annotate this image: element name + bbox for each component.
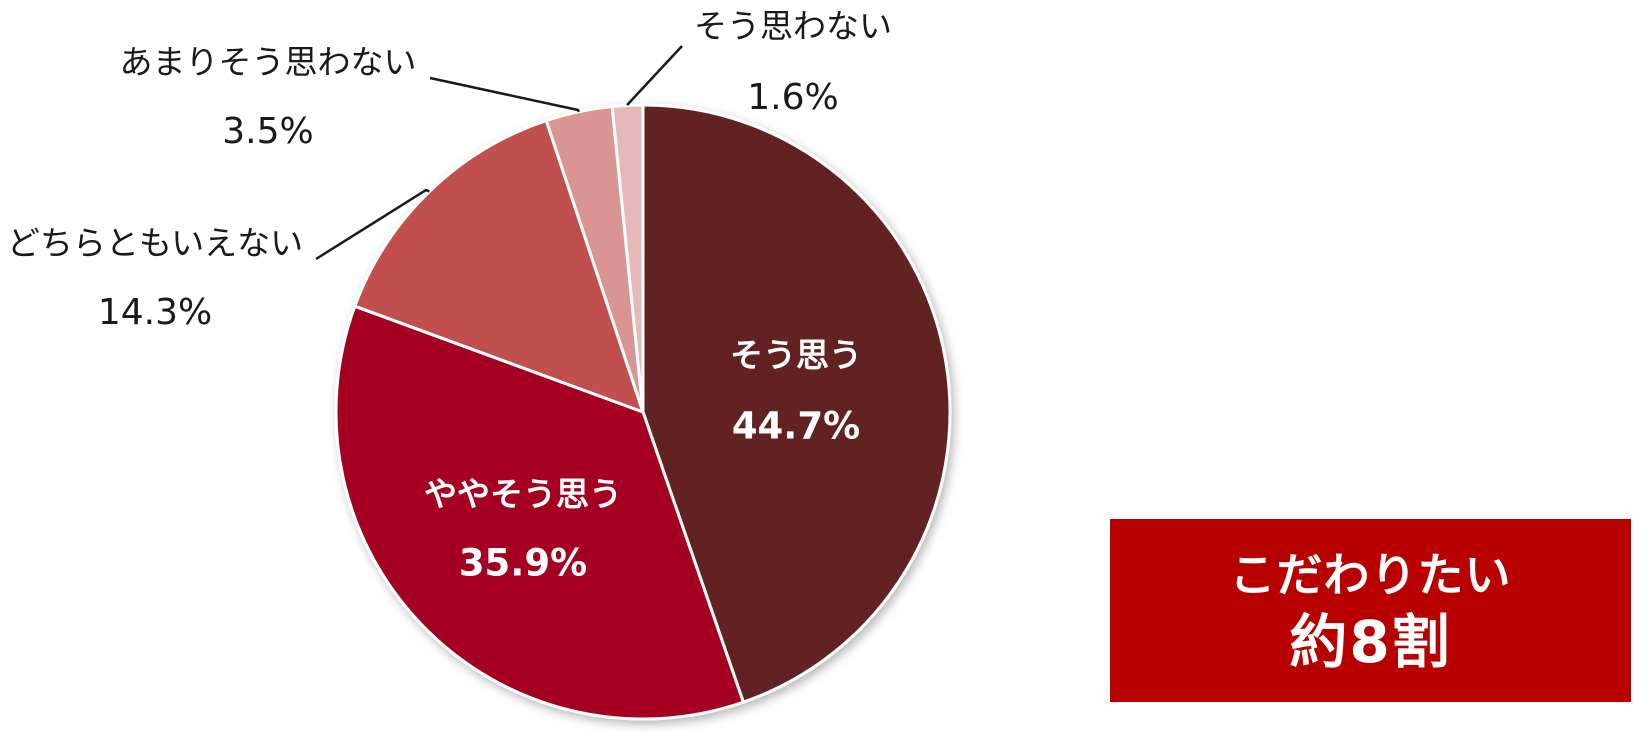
slice-labels: そう思う 44.7% ややそう思う 35.9% どちらともいえない 14.3% あまりそう思… — [7, 7, 892, 585]
slice-4-label: あまりそう思わない — [120, 43, 417, 82]
callout-headline: こだわりたい — [1229, 547, 1512, 602]
slice-3-label: どちらともいえない — [7, 224, 303, 263]
slice-3-wedge — [352, 118, 646, 415]
slice-1-wedge — [641, 103, 952, 705]
leader-lines — [315, 45, 683, 261]
slice-2-value: 35.9% — [459, 542, 587, 585]
slice-5-leader-line — [626, 45, 683, 106]
slice-1-label: そう思う — [730, 336, 862, 375]
slice-2-label: ややそう思う — [424, 475, 622, 514]
slice-5-value: 1.6% — [747, 77, 838, 118]
callout-share: 約8割 — [1289, 607, 1452, 676]
slice-1-value: 44.7% — [732, 405, 860, 448]
pie-slices — [334, 103, 952, 721]
callout-box: こだわりたい 約8割 — [1110, 519, 1631, 702]
slice-4-value: 3.5% — [222, 111, 313, 152]
slice-2-wedge — [334, 304, 746, 721]
slice-5-label: そう思わない — [694, 7, 892, 46]
slice-3-value: 14.3% — [98, 292, 212, 333]
slice-4-leader-line — [429, 76, 580, 113]
slice-3-leader-line — [315, 188, 430, 261]
